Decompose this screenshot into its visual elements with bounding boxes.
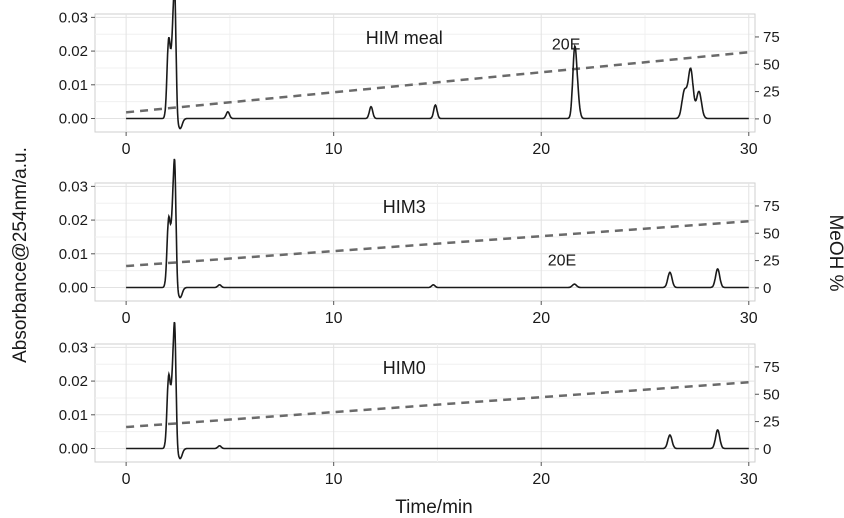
chart-panel-1: 0 10 20 30 0.00 0.01 0.02 0.03 0 25 50 75 HIM meal 20… xyxy=(59,0,780,158)
chart-panels: 0 10 20 30 0.00 0.01 0.02 0.03 0 25 50 75 HIM meal 20… xyxy=(59,0,780,488)
y-axis-label-right: MeOH % xyxy=(825,214,844,291)
x-tick-label: 20 xyxy=(532,310,550,327)
chart-panel-2: 0 10 20 30 0.00 0.01 0.02 0.03 0 25 50 75 HIM3 20E xyxy=(59,158,780,327)
y2-tick-label: 25 xyxy=(763,414,780,431)
y2-tick-label: 75 xyxy=(763,29,780,46)
x-tick-label: 20 xyxy=(532,141,550,158)
x-tick-label: 30 xyxy=(740,141,758,158)
absorbance-trace xyxy=(126,158,749,299)
y2-tick-label: 25 xyxy=(763,253,780,270)
panel-title: HIM0 xyxy=(383,358,426,378)
x-tick-label: 10 xyxy=(325,310,343,327)
peak-annotation: 20E xyxy=(548,253,576,270)
y2-tick-label: 0 xyxy=(763,111,771,128)
y-tick-label: 0.00 xyxy=(59,111,88,128)
y-tick-label: 0.02 xyxy=(59,212,88,229)
chart-panel-3: 0 10 20 30 0.00 0.01 0.02 0.03 0 25 50 75 HIM0 xyxy=(59,321,780,488)
x-tick-label: 30 xyxy=(740,310,758,327)
meoh-gradient-line xyxy=(126,50,749,114)
y-tick-label: 0.02 xyxy=(59,43,88,60)
y-tick-label: 0.01 xyxy=(59,246,88,263)
panel-title: HIM3 xyxy=(383,197,426,217)
x-tick-label: 0 xyxy=(122,310,131,327)
y2-tick-label: 0 xyxy=(763,280,771,297)
y2-tick-label: 75 xyxy=(763,359,780,376)
peak-annotation: 20E xyxy=(552,36,580,53)
x-axis-label: Time/min xyxy=(395,497,472,518)
y2-tick-label: 50 xyxy=(763,225,780,242)
y2-tick-label: 75 xyxy=(763,198,780,215)
y2-tick-label: 50 xyxy=(763,56,780,73)
y-tick-label: 0.02 xyxy=(59,373,88,390)
absorbance-trace xyxy=(126,0,749,130)
meoh-gradient-line xyxy=(126,219,749,268)
y-tick-label: 0.00 xyxy=(59,280,88,297)
y-tick-label: 0.00 xyxy=(59,441,88,458)
absorbance-trace xyxy=(126,321,749,460)
x-tick-label: 10 xyxy=(325,141,343,158)
y-tick-label: 0.01 xyxy=(59,77,88,94)
panel-title: HIM meal xyxy=(366,28,443,48)
y-tick-label: 0.03 xyxy=(59,339,88,356)
x-tick-label: 10 xyxy=(325,471,343,488)
y2-tick-label: 25 xyxy=(763,84,780,101)
y-tick-label: 0.03 xyxy=(59,9,88,26)
x-tick-label: 0 xyxy=(122,141,131,158)
meoh-gradient-line xyxy=(126,380,749,429)
y-tick-label: 0.03 xyxy=(59,178,88,195)
x-tick-label: 30 xyxy=(740,471,758,488)
y-tick-label: 0.01 xyxy=(59,407,88,424)
x-tick-label: 20 xyxy=(532,471,550,488)
x-tick-label: 0 xyxy=(122,471,131,488)
y-axis-label-left: Absorbance@254nm/a.u. xyxy=(10,147,31,363)
y2-tick-label: 50 xyxy=(763,386,780,403)
y2-tick-label: 0 xyxy=(763,441,771,458)
